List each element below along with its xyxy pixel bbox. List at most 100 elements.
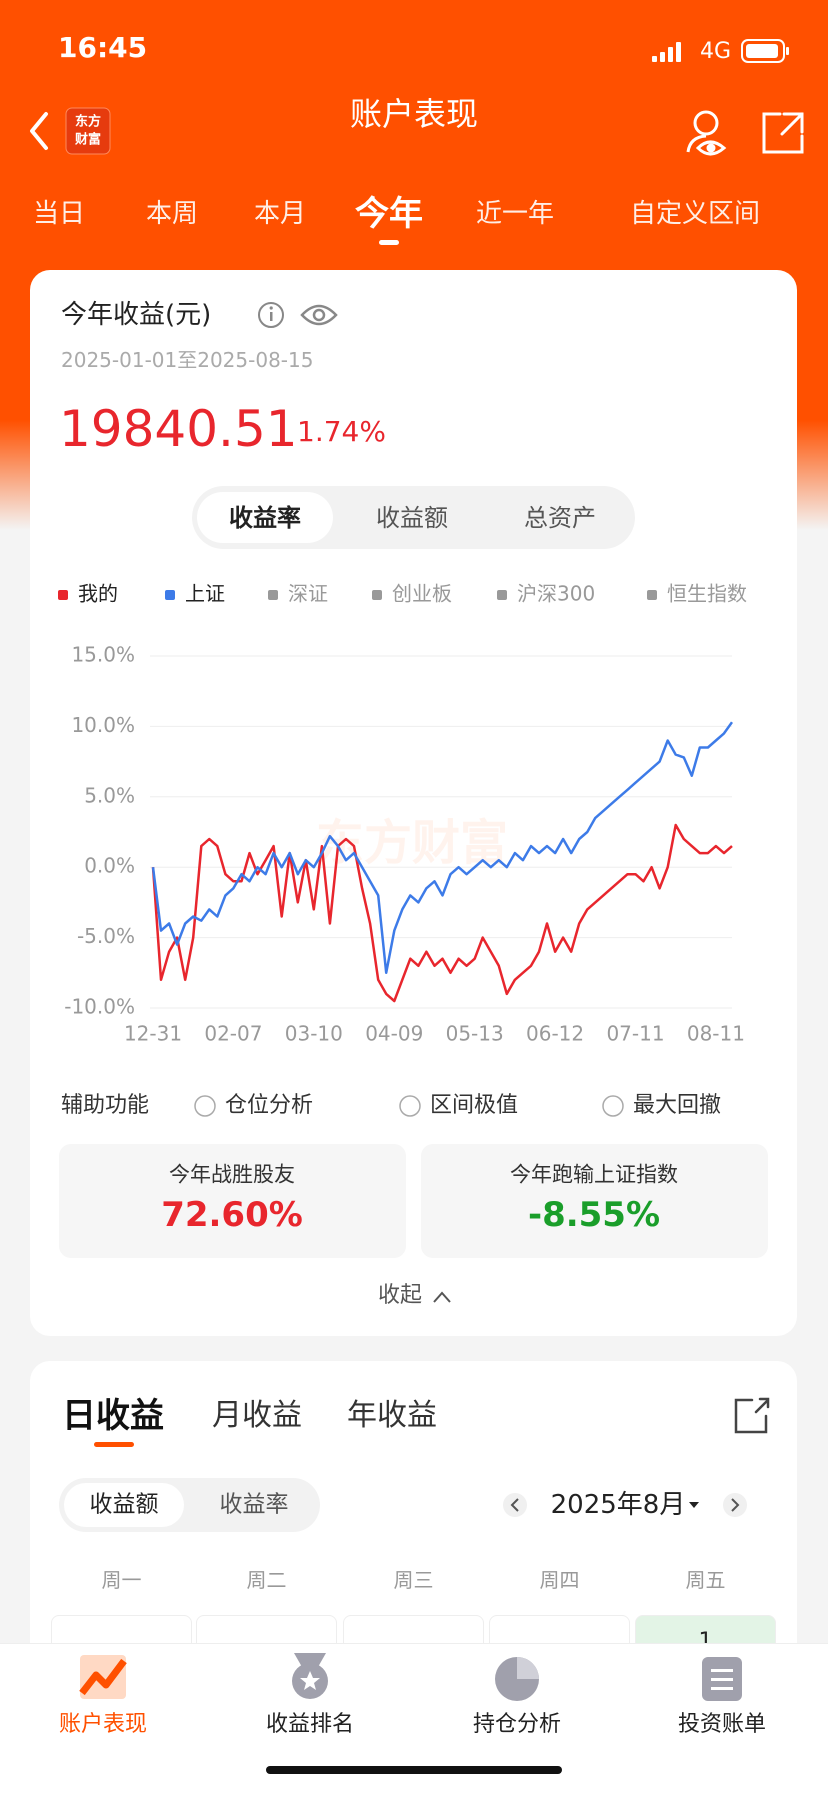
legend-swatch: [647, 590, 657, 600]
stat-box: [421, 1144, 768, 1258]
nav-icon-bills: [702, 1657, 742, 1701]
radio: [602, 1095, 624, 1117]
aux-label: 辅助功能: [61, 1093, 150, 1118]
metric-tab[interactable]: 收益额: [376, 504, 448, 532]
logo-text: 财富: [74, 132, 102, 148]
signal-icon: [652, 42, 681, 62]
weekday-label: 周五: [685, 1568, 726, 1592]
aux-option[interactable]: 区间极值: [430, 1093, 519, 1118]
summary-title: 今年收益(元): [61, 300, 212, 330]
legend-swatch: [497, 590, 507, 600]
status-time: 16:45: [58, 31, 148, 64]
legend-label: 上证: [185, 582, 225, 606]
legend-label: 创业板: [392, 582, 452, 606]
header-icons: [30, 39, 804, 156]
legend-swatch: [372, 590, 382, 600]
x-tick-label: 12-31: [124, 1022, 182, 1046]
y-tick-label: 10.0%: [71, 713, 135, 737]
legend-swatch: [165, 590, 175, 600]
nav-icon-ranking: [292, 1653, 328, 1699]
stat-box[interactable]: [59, 1144, 406, 1258]
month-caret: [689, 1502, 699, 1508]
period-tab[interactable]: 本月: [253, 199, 307, 229]
period-tab-indicator: [379, 240, 399, 245]
profit-rate: 1.74%: [297, 415, 386, 448]
nav-label[interactable]: 账户表现: [58, 1712, 148, 1737]
stat-label: 今年跑输上证指数: [510, 1162, 678, 1187]
radio: [399, 1095, 421, 1117]
earnings-tab[interactable]: 年收益: [347, 1398, 437, 1433]
nav-icons: [79, 1653, 742, 1774]
nav-label[interactable]: 收益排名: [265, 1712, 355, 1737]
network-type: 4G: [700, 39, 732, 64]
x-tick-label: 07-11: [606, 1022, 664, 1046]
weekday-label: 周四: [539, 1568, 580, 1592]
page-title: 账户表现: [349, 95, 479, 133]
logo-box: [65, 107, 111, 155]
month-next[interactable]: [723, 1493, 747, 1517]
legend-label: 深证: [288, 582, 328, 606]
nav-label[interactable]: 投资账单: [677, 1712, 767, 1737]
series-line: [151, 721, 734, 975]
earnings-share-icon[interactable]: [734, 1397, 770, 1434]
x-tick-label: 02-07: [204, 1022, 262, 1046]
weekday-label: 周三: [393, 1568, 434, 1592]
nav-icon-performance: [79, 1655, 127, 1699]
legend-swatch: [268, 590, 278, 600]
profit-amount: 19840.51: [59, 400, 298, 458]
weekday-label: 周一: [101, 1568, 142, 1592]
y-tick-label: -5.0%: [77, 924, 135, 948]
legend-label: 沪深300: [517, 582, 595, 606]
nav-label[interactable]: 持仓分析: [472, 1712, 562, 1737]
mode-tab-active-bg: [64, 1483, 184, 1527]
metric-tab[interactable]: 收益率: [229, 504, 301, 532]
back-button[interactable]: [30, 112, 48, 150]
legend-swatch: [58, 590, 68, 600]
y-tick-label: 0.0%: [84, 854, 135, 878]
x-tick-label: 05-13: [446, 1022, 504, 1046]
series-line: [151, 823, 733, 1003]
legend-label: 恒生指数: [667, 582, 747, 606]
y-tick-label: 5.0%: [84, 783, 135, 807]
radio: [194, 1095, 216, 1117]
period-tab[interactable]: 自定义区间: [629, 199, 761, 229]
metric-tab-active-bg: [197, 492, 333, 543]
mode-tab[interactable]: 收益额: [89, 1491, 159, 1518]
earnings-tab[interactable]: 月收益: [212, 1398, 302, 1433]
logo-text: 东方: [74, 114, 102, 130]
month-prev[interactable]: [503, 1493, 527, 1517]
legend-label: 我的: [78, 582, 118, 606]
earnings-tab-indicator: [94, 1442, 134, 1447]
period-tab[interactable]: 本周: [145, 199, 199, 229]
collapse-chevron: [433, 1291, 451, 1303]
aux-option[interactable]: 最大回撤: [633, 1093, 722, 1118]
stat-value: 72.60%: [161, 1195, 303, 1235]
x-tick-label: 03-10: [285, 1022, 343, 1046]
x-tick-label: 06-12: [526, 1022, 584, 1046]
stat-label: 今年战胜股友: [169, 1162, 295, 1187]
info-icon[interactable]: [258, 302, 284, 328]
period-tab[interactable]: 当日: [32, 199, 86, 229]
stat-value: -8.55%: [527, 1195, 661, 1235]
y-tick-label: 15.0%: [71, 643, 135, 667]
profile-eye-icon[interactable]: [686, 110, 727, 156]
x-tick-label: 08-11: [687, 1022, 745, 1046]
weekday-label: 周二: [246, 1568, 287, 1592]
watermark: 东方财富: [316, 815, 508, 871]
period-tab[interactable]: 近一年: [475, 199, 555, 229]
y-tick-label: -10.0%: [64, 995, 135, 1019]
eye-icon[interactable]: [300, 304, 338, 326]
month-selector[interactable]: 2025年8月: [550, 1490, 686, 1520]
mode-tab[interactable]: 收益率: [219, 1491, 289, 1518]
share-icon[interactable]: [762, 112, 804, 154]
period-tab[interactable]: 今年: [355, 194, 423, 234]
earnings-tab[interactable]: 日收益: [62, 1396, 164, 1436]
aux-option[interactable]: 仓位分析: [225, 1093, 314, 1118]
collapse-button[interactable]: 收起: [377, 1283, 423, 1308]
battery-icon: [741, 39, 789, 63]
metric-tab[interactable]: 总资产: [524, 504, 596, 532]
home-indicator: [266, 1766, 562, 1774]
nav-icon-holdings: [495, 1657, 539, 1701]
